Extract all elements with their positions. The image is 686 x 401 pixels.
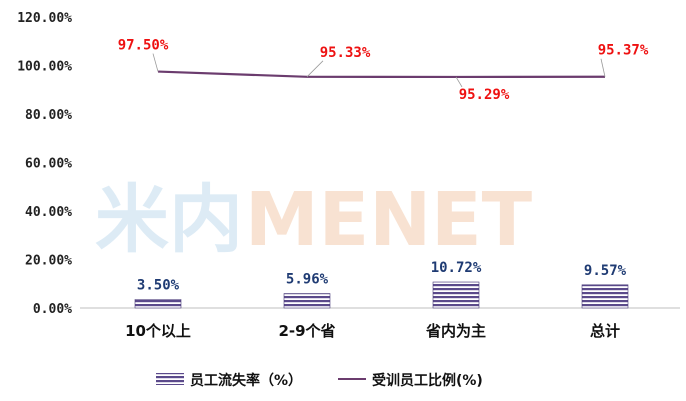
- bar: [581, 284, 629, 309]
- y-tick-label: 60.00%: [25, 157, 72, 172]
- y-tick-label: 80.00%: [25, 108, 72, 123]
- legend-line-label: 受训员工比例(%): [372, 372, 483, 389]
- watermark: 米内 MENET: [95, 177, 533, 263]
- watermark-text-1: 米内: [95, 177, 243, 263]
- bar: [283, 293, 331, 309]
- y-tick-label: 100.00%: [17, 60, 72, 75]
- y-tick-label: 40.00%: [25, 205, 72, 220]
- bar-data-label: 5.96%: [286, 272, 329, 288]
- series-line: [157, 70, 606, 79]
- line-data-label: 95.37%: [598, 43, 649, 59]
- label-leader-line: [455, 76, 463, 88]
- line-series: 97.50% 95.33% 95.29% 95.37%: [118, 38, 649, 103]
- label-leader-line: [306, 60, 324, 78]
- y-axis-ticks: 0.00% 20.00% 40.00% 60.00% 80.00% 100.00% 120.…: [17, 11, 72, 317]
- legend-bar-label: 员工流失率（%）: [190, 372, 302, 389]
- legend: 员工流失率（%） 受训员工比例(%): [156, 372, 483, 389]
- bar-data-label: 9.57%: [584, 263, 627, 279]
- y-tick-label: 120.00%: [17, 11, 72, 26]
- bar: [432, 281, 480, 309]
- line-data-label: 97.50%: [118, 38, 169, 54]
- legend-bar-swatch: [156, 373, 184, 385]
- bar: [134, 299, 182, 309]
- label-leader-line: [152, 53, 159, 72]
- y-tick-label: 20.00%: [25, 254, 72, 269]
- x-category-label: 10个以上: [125, 322, 191, 340]
- x-category-label: 省内为主: [425, 322, 486, 340]
- bar-series: 3.50% 5.96% 10.72% 9.57%: [134, 260, 629, 309]
- line-data-label: 95.33%: [320, 45, 371, 61]
- x-category-label: 总计: [590, 322, 620, 340]
- label-leader-line: [600, 58, 606, 77]
- bar-data-label: 10.72%: [431, 260, 482, 276]
- x-axis-categories: 10个以上 2-9个省 省内为主 总计: [125, 322, 620, 340]
- line-data-label: 95.29%: [459, 87, 510, 103]
- x-category-label: 2-9个省: [278, 322, 335, 340]
- y-tick-label: 0.00%: [33, 302, 72, 317]
- watermark-text-2: MENET: [245, 177, 533, 263]
- bar-data-label: 3.50%: [137, 278, 180, 294]
